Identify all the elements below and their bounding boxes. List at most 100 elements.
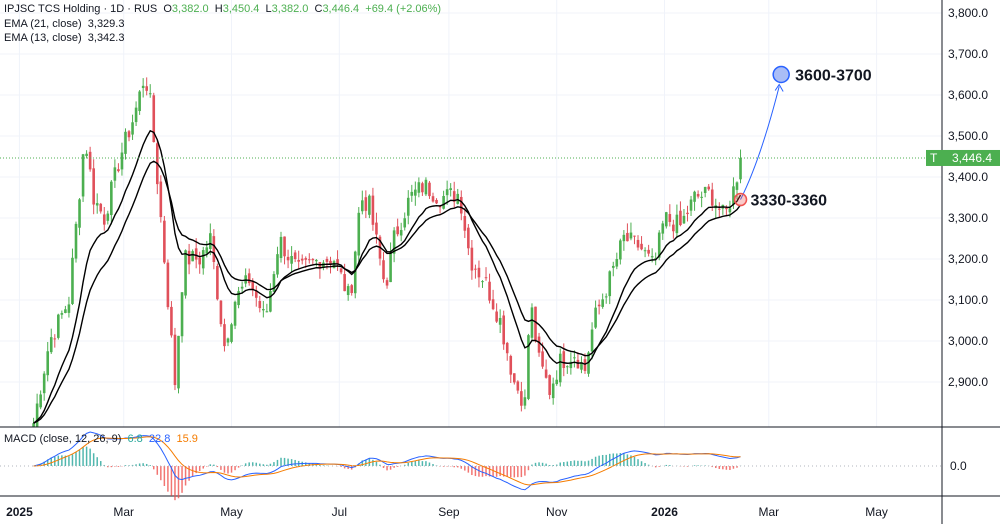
candle-body	[491, 299, 495, 310]
candle	[686, 205, 689, 222]
candle-body	[325, 258, 329, 262]
candle-body	[693, 191, 696, 202]
candle	[611, 261, 615, 277]
candle	[297, 250, 300, 269]
ema13-line	[33, 129, 742, 424]
candle	[353, 250, 357, 299]
candle-body	[502, 315, 505, 345]
candle-body	[594, 307, 597, 328]
candle	[269, 283, 272, 313]
candle	[81, 153, 85, 202]
x-tick-label: Mar	[758, 505, 779, 519]
symbol-title: IPJSC TCS Holding · 1D · RUS	[4, 3, 158, 15]
open-value: 3,382.0	[171, 3, 209, 15]
candle	[201, 246, 205, 275]
candle-body	[399, 230, 403, 236]
candle	[537, 332, 541, 357]
candle	[495, 303, 498, 323]
entry-marker	[733, 192, 748, 207]
x-tick-label: Sep	[438, 505, 460, 519]
candle-body	[148, 93, 152, 95]
low-label: L	[265, 3, 272, 15]
candle	[544, 359, 548, 379]
candle-body	[467, 227, 470, 249]
candle	[283, 236, 286, 265]
candle	[481, 280, 484, 288]
candle	[615, 252, 619, 270]
entry-label: 3330-3360	[751, 193, 828, 210]
candle-body	[64, 309, 67, 313]
candle-body	[703, 186, 707, 194]
macd-legend[interactable]: MACD (close, 12, 26, 9) 6.8 22.8 15.9	[4, 433, 198, 445]
candle-body	[276, 254, 279, 275]
candle-body	[173, 334, 177, 386]
ema21-legend[interactable]: EMA (21, close) 3,329.3	[4, 18, 124, 30]
candle-body	[484, 277, 488, 279]
candle-body	[39, 394, 42, 408]
candle-body	[463, 216, 467, 231]
x-tick-label: Jul	[332, 505, 347, 519]
candle	[237, 286, 240, 309]
candle-body	[201, 250, 205, 269]
candle-body	[636, 239, 640, 248]
candle	[739, 149, 742, 184]
candle-body	[389, 252, 392, 283]
candle-body	[290, 255, 293, 264]
candle-body	[604, 296, 608, 298]
candle-body	[406, 197, 410, 216]
candle	[594, 300, 597, 329]
candle-body	[481, 281, 484, 283]
candle-body	[686, 212, 689, 215]
candle	[410, 184, 414, 202]
candle	[396, 218, 399, 237]
candle-body	[696, 193, 700, 197]
candle-body	[42, 373, 46, 394]
candle-body	[187, 250, 191, 265]
candle	[159, 175, 163, 223]
candle	[74, 221, 78, 263]
candle-body	[124, 131, 127, 154]
candle-body	[219, 300, 223, 325]
candle	[148, 84, 152, 98]
candle	[721, 204, 725, 215]
candle-body	[209, 233, 212, 249]
candle-body	[60, 313, 64, 315]
candle	[491, 289, 495, 311]
candle	[371, 187, 375, 231]
candle-body	[283, 236, 286, 257]
price-tag	[926, 149, 1000, 166]
candle	[57, 313, 60, 340]
candle-body	[442, 195, 445, 209]
candle-body	[113, 167, 117, 181]
candle	[265, 303, 269, 313]
candle-body	[297, 259, 300, 262]
candle-body	[396, 226, 399, 235]
candle	[88, 146, 92, 172]
candle	[555, 370, 559, 386]
candle-body	[551, 383, 555, 399]
ema21-line	[33, 160, 742, 424]
candle	[640, 236, 643, 251]
macd-signal-value: 15.9	[176, 433, 198, 445]
candle	[735, 181, 739, 200]
candle	[53, 334, 57, 348]
candle-body	[689, 199, 693, 211]
candle-body	[718, 208, 721, 210]
candle	[498, 309, 502, 334]
candle-body	[558, 353, 562, 383]
candle	[127, 129, 131, 142]
candle-body	[53, 338, 57, 340]
candle-body	[293, 252, 297, 260]
candle	[452, 181, 456, 208]
candle	[134, 101, 138, 126]
candle-body	[523, 397, 527, 406]
candle	[138, 90, 141, 115]
y-tick-label: 3,800.0	[948, 6, 988, 20]
candle	[361, 190, 364, 215]
candle-body	[664, 212, 668, 227]
macd-zero-label: 0.0	[950, 459, 967, 473]
open-label: O	[163, 3, 172, 15]
ema13-legend[interactable]: EMA (13, close) 3,342.3	[4, 32, 124, 44]
